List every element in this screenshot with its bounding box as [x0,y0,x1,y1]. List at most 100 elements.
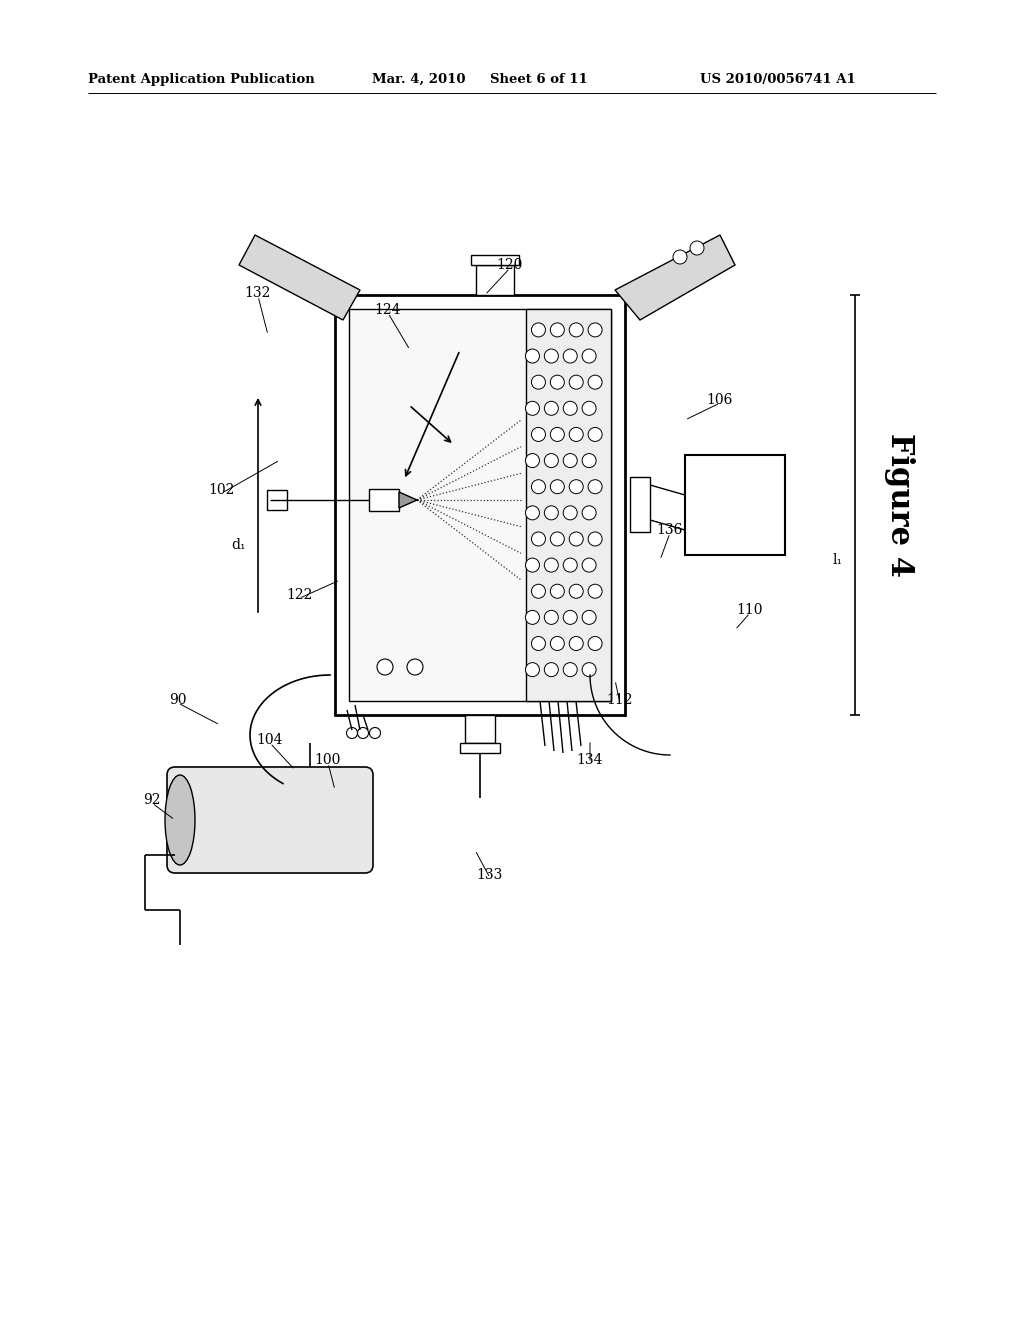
Circle shape [550,323,564,337]
Circle shape [545,401,558,416]
Bar [349,309,611,701]
Circle shape [563,610,578,624]
FancyBboxPatch shape [167,767,373,873]
Circle shape [569,636,584,651]
Text: 104: 104 [257,733,284,747]
Circle shape [531,585,546,598]
Circle shape [545,610,558,624]
Text: 110: 110 [736,603,763,616]
Text: 102: 102 [209,483,236,498]
Circle shape [582,663,596,677]
Circle shape [569,479,584,494]
Circle shape [531,636,546,651]
Circle shape [569,323,584,337]
Circle shape [569,585,584,598]
Bar [526,309,611,701]
Circle shape [550,532,564,546]
Circle shape [531,479,546,494]
Circle shape [525,401,540,416]
Circle shape [531,375,546,389]
Text: 124: 124 [375,304,401,317]
Circle shape [582,401,596,416]
Circle shape [357,727,369,738]
Text: US 2010/0056741 A1: US 2010/0056741 A1 [700,73,856,86]
Circle shape [588,375,602,389]
Circle shape [569,428,584,441]
Text: 133: 133 [477,869,503,882]
Circle shape [550,375,564,389]
Circle shape [588,428,602,441]
Circle shape [545,454,558,467]
Circle shape [525,348,540,363]
Circle shape [370,727,381,738]
Circle shape [545,558,558,572]
Polygon shape [239,235,360,319]
Text: Sheet 6 of 11: Sheet 6 of 11 [490,73,588,86]
Text: 132: 132 [245,286,271,300]
Text: 136: 136 [656,523,683,537]
Text: 134: 134 [577,752,603,767]
Bar [465,715,495,743]
Ellipse shape [165,775,195,865]
Circle shape [582,558,596,572]
Circle shape [588,479,602,494]
Polygon shape [615,235,735,319]
Text: 90: 90 [169,693,186,708]
Circle shape [569,375,584,389]
Text: 122: 122 [287,587,313,602]
Text: Mar. 4, 2010: Mar. 4, 2010 [372,73,466,86]
Circle shape [563,401,578,416]
Circle shape [377,659,393,675]
Circle shape [531,428,546,441]
Circle shape [531,323,546,337]
Circle shape [531,532,546,546]
Bar [476,265,514,294]
Circle shape [673,249,687,264]
Polygon shape [399,492,417,508]
Circle shape [525,506,540,520]
Circle shape [525,454,540,467]
Bar [685,455,785,554]
Circle shape [588,532,602,546]
Circle shape [545,348,558,363]
Circle shape [545,663,558,677]
Bar [460,743,500,752]
Text: 106: 106 [707,393,733,407]
Circle shape [690,242,705,255]
Circle shape [563,348,578,363]
Circle shape [588,585,602,598]
Circle shape [582,610,596,624]
Text: d₁: d₁ [230,539,246,552]
Circle shape [563,663,578,677]
Circle shape [525,663,540,677]
Circle shape [550,585,564,598]
Circle shape [582,454,596,467]
Bar [267,490,287,510]
Circle shape [588,323,602,337]
Text: l₁: l₁ [833,553,843,568]
Circle shape [525,610,540,624]
Bar [369,488,399,511]
Circle shape [545,506,558,520]
Circle shape [582,506,596,520]
Circle shape [407,659,423,675]
Text: 92: 92 [143,793,161,807]
Circle shape [550,479,564,494]
Circle shape [563,506,578,520]
Text: 112: 112 [607,693,633,708]
Circle shape [582,348,596,363]
Circle shape [346,727,357,738]
Bar [471,255,519,265]
Bar [630,477,650,532]
Text: 100: 100 [314,752,341,767]
Circle shape [525,558,540,572]
Text: Patent Application Publication: Patent Application Publication [88,73,314,86]
Circle shape [563,454,578,467]
Text: 120: 120 [497,257,523,272]
Circle shape [588,636,602,651]
Circle shape [569,532,584,546]
Text: Figure 4: Figure 4 [885,433,915,577]
Circle shape [550,636,564,651]
Circle shape [550,428,564,441]
Circle shape [563,558,578,572]
